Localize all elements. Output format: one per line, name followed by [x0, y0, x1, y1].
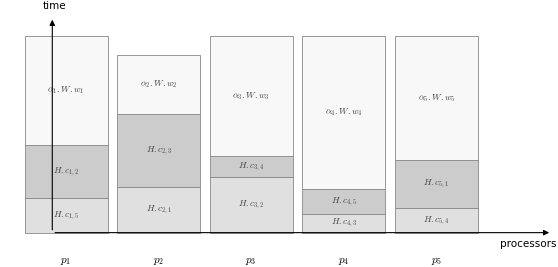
Bar [395, 160, 478, 208]
Text: $\alpha_5.W.w_5$: $\alpha_5.W.w_5$ [417, 92, 455, 104]
Text: $p_2$: $p_2$ [153, 256, 165, 266]
Text: processors: processors [500, 239, 557, 249]
Text: $H.c_{4,5}$: $H.c_{4,5}$ [331, 195, 357, 207]
Text: $p_4$: $p_4$ [338, 256, 349, 266]
Text: $H.c_{3,2}$: $H.c_{3,2}$ [238, 199, 264, 211]
Text: $H.c_{1,5}$: $H.c_{1,5}$ [53, 209, 79, 222]
Text: time: time [43, 1, 66, 11]
Bar [210, 177, 293, 233]
Bar [210, 156, 293, 177]
Text: $H.c_{3,4}$: $H.c_{3,4}$ [238, 160, 264, 173]
Text: $H.c_{1,2}$: $H.c_{1,2}$ [53, 165, 79, 178]
Text: $\alpha_3.W.w_3$: $\alpha_3.W.w_3$ [233, 90, 270, 102]
Text: $H.c_{5,1}$: $H.c_{5,1}$ [423, 178, 449, 190]
Bar [302, 189, 386, 214]
Text: $p_5$: $p_5$ [431, 256, 442, 266]
Bar [395, 36, 478, 160]
Text: $\alpha_1.W.w_1$: $\alpha_1.W.w_1$ [47, 85, 85, 96]
Bar [25, 198, 108, 233]
Bar [117, 55, 200, 114]
Bar [395, 208, 478, 233]
Text: $H.c_{4,3}$: $H.c_{4,3}$ [330, 217, 357, 229]
Text: $H.c_{2,3}$: $H.c_{2,3}$ [146, 144, 172, 157]
Bar [117, 187, 200, 233]
Text: $\alpha_2.W.w_2$: $\alpha_2.W.w_2$ [140, 79, 177, 91]
Text: $H.c_{5,4}$: $H.c_{5,4}$ [423, 214, 450, 227]
Bar [210, 36, 293, 156]
Bar [25, 145, 108, 198]
Text: $H.c_{2,1}$: $H.c_{2,1}$ [146, 203, 172, 216]
Bar [302, 214, 386, 233]
Bar [302, 36, 386, 189]
Text: $p_1$: $p_1$ [60, 256, 72, 266]
Bar [25, 36, 108, 145]
Bar [117, 114, 200, 187]
Text: $\alpha_4.W.w_4$: $\alpha_4.W.w_4$ [325, 107, 363, 118]
Text: $p_3$: $p_3$ [246, 256, 257, 266]
